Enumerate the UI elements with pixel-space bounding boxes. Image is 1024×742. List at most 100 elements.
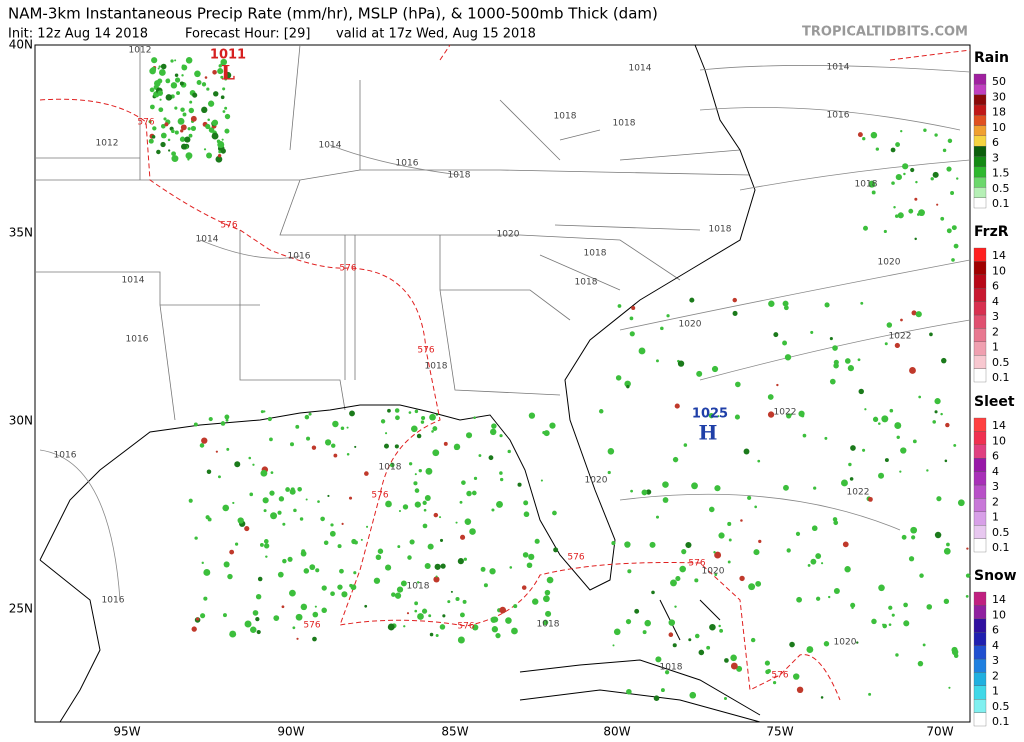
precip [217, 475, 221, 479]
precip [167, 78, 170, 81]
precip [208, 416, 213, 422]
precip [185, 152, 193, 160]
precip [234, 461, 241, 468]
precip [341, 591, 348, 598]
precip [786, 413, 792, 419]
precip [627, 569, 632, 574]
precip [966, 547, 969, 550]
precip [308, 412, 312, 416]
legend-label: 3 [992, 654, 999, 667]
precip [224, 128, 230, 134]
precip [757, 459, 761, 463]
precip [823, 641, 830, 647]
precip [542, 619, 549, 626]
isobars [39, 65, 971, 601]
precip [443, 441, 448, 446]
legend-label: 3 [992, 151, 999, 164]
precip [413, 481, 418, 486]
isobar-label: 1016 [126, 335, 149, 345]
precip [813, 486, 817, 490]
legend-swatch [973, 484, 987, 499]
precip [201, 106, 208, 114]
precip [179, 136, 186, 142]
precip [385, 564, 392, 571]
precip [422, 523, 428, 529]
precip [180, 124, 187, 131]
precip [951, 258, 955, 262]
precip [890, 147, 896, 153]
precip [815, 596, 821, 601]
precip [269, 437, 273, 442]
precip [223, 561, 230, 568]
precip [174, 73, 179, 78]
precip [222, 613, 227, 618]
lon-label: 75W [766, 725, 793, 739]
precip [651, 590, 655, 595]
precip [888, 623, 892, 626]
precip [895, 173, 902, 181]
precip [848, 462, 852, 467]
precip [160, 141, 166, 148]
precip [312, 611, 319, 618]
precip [724, 658, 729, 663]
precip [900, 318, 903, 322]
precip [480, 566, 486, 572]
legend-swatch [973, 511, 987, 526]
precip [615, 375, 622, 381]
precip [641, 489, 648, 496]
precip [184, 136, 191, 143]
precip [766, 668, 771, 673]
precip [296, 637, 299, 640]
precip [850, 445, 856, 451]
precip [469, 528, 476, 535]
precip [844, 566, 851, 573]
legend-swatch [973, 685, 987, 700]
legend-label: 0.1 [992, 541, 1010, 554]
isobar-label: 1020 [585, 476, 608, 486]
legend-label: 0.1 [992, 371, 1010, 384]
precip [919, 573, 924, 578]
isobar-label: 1018 [660, 663, 683, 673]
precip [229, 630, 237, 638]
precip [171, 129, 175, 134]
precip [450, 590, 453, 593]
precip [736, 665, 743, 672]
precip [934, 410, 938, 414]
precip [772, 681, 777, 685]
precip [220, 75, 224, 79]
precip [694, 578, 699, 583]
precip [544, 589, 551, 596]
precip [598, 409, 604, 414]
precip [911, 310, 917, 316]
precip [656, 359, 659, 363]
precip [289, 589, 296, 597]
precip [387, 408, 391, 413]
legend-swatch [973, 368, 987, 383]
precip [664, 670, 670, 675]
precip [718, 624, 721, 628]
precip [163, 117, 167, 121]
precip [862, 137, 866, 141]
precip [776, 383, 779, 387]
precip [321, 585, 327, 591]
legend-label: 10 [992, 608, 1006, 621]
precip [349, 410, 355, 417]
precip [828, 595, 831, 599]
precip [366, 525, 369, 528]
precip [439, 624, 446, 630]
precip [696, 370, 703, 377]
precip [320, 516, 325, 522]
precip [353, 540, 358, 545]
legend-swatch [973, 135, 987, 147]
legend-swatch [973, 605, 987, 619]
precip [211, 119, 219, 126]
precip [424, 495, 431, 501]
precip [333, 453, 338, 458]
legend-swatch [973, 458, 987, 472]
isobar-label: 1018 [709, 225, 732, 235]
precip [432, 426, 438, 431]
legend-label: 4 [992, 295, 999, 308]
precip [206, 152, 213, 159]
precip [957, 499, 965, 507]
